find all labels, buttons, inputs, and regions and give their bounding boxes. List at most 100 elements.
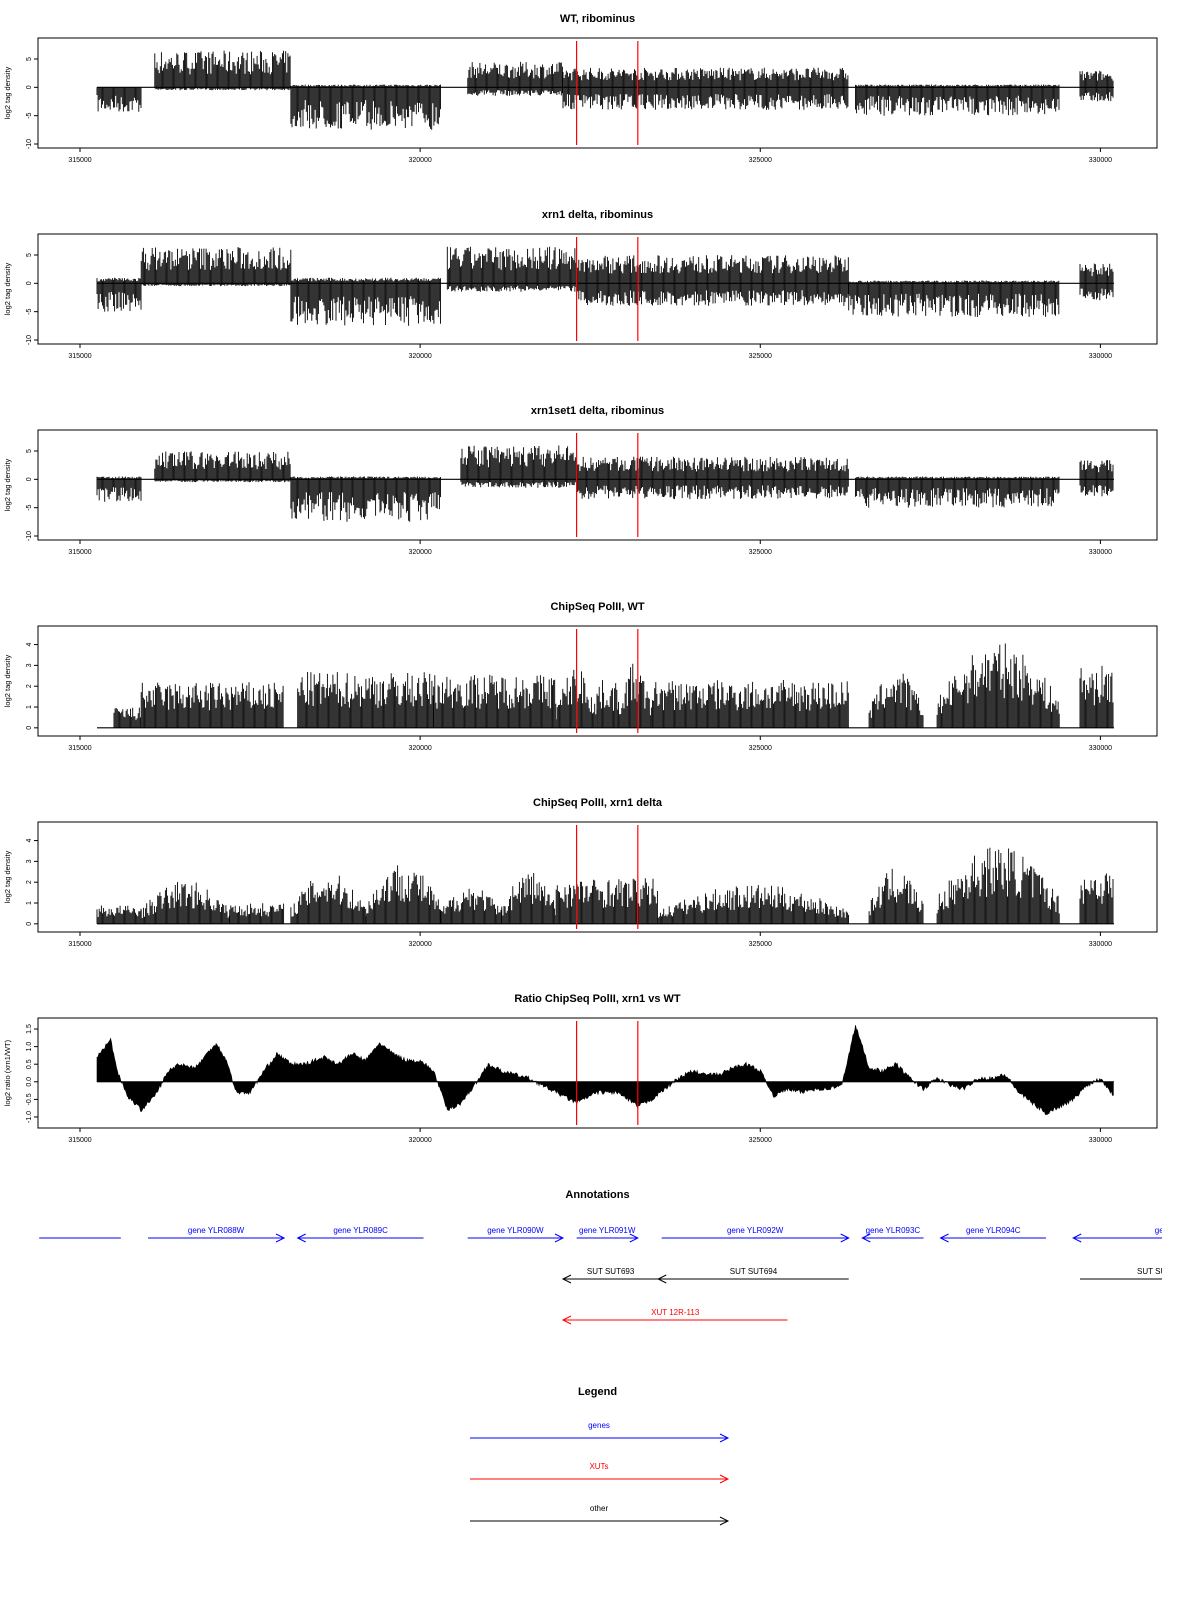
- feature-label: gene YLR088W: [188, 1226, 245, 1235]
- signal-segment: [650, 680, 849, 728]
- y-tick-label: 3: [26, 859, 33, 863]
- signal-bars: [290, 84, 441, 130]
- y-tick-label: -1.0: [26, 1111, 33, 1123]
- y-tick-label: 5: [26, 253, 33, 257]
- y-tick-label: 4: [26, 839, 33, 843]
- ratio-area: [96, 1025, 1114, 1116]
- y-tick-label: -0.5: [26, 1093, 33, 1105]
- panel-title: Ratio ChipSeq PolII, xrn1 vs WT: [514, 993, 681, 1005]
- x-tick-label: 330000: [1089, 745, 1112, 752]
- feature-arrow: [467, 1233, 565, 1243]
- feature-arrow: [561, 1315, 788, 1325]
- signal-bars: [467, 61, 563, 96]
- y-tick-label: 0: [26, 922, 33, 926]
- y-tick-label: 5: [26, 57, 33, 61]
- data-marks: [96, 847, 1114, 925]
- y-tick-label: 2: [26, 684, 33, 688]
- signal-bars: [1079, 70, 1114, 102]
- signal-segment: [290, 875, 367, 924]
- legend-panel: Legend genes XUTs other: [470, 1386, 730, 1526]
- signal-segment: [140, 882, 230, 924]
- data-marks: [96, 1025, 1114, 1116]
- signal-segment: [96, 476, 142, 502]
- x-tick-label: 325000: [749, 157, 772, 164]
- signal-bars: [229, 903, 285, 924]
- data-marks: [96, 246, 1114, 326]
- plot-frame: [37, 821, 1158, 933]
- signal-segment: [868, 673, 924, 728]
- signal-bars: [855, 476, 1060, 508]
- arrowhead-right-icon: [719, 1433, 730, 1443]
- legend-item: other: [470, 1504, 730, 1526]
- feature-label: XUT 12R-113: [651, 1308, 700, 1317]
- signal-bars: [290, 277, 441, 326]
- signal-bars: [154, 451, 291, 483]
- x-tick-label: 320000: [408, 1137, 431, 1144]
- track-panel-1: WT, ribominus -10 -5 0 5 log2 tag density 3150…: [3, 13, 1158, 164]
- x-tick-label: 315000: [68, 157, 91, 164]
- feature-label: gene YLR093C: [866, 1226, 921, 1235]
- x-tick-label: 320000: [408, 941, 431, 948]
- track-panel-5: ChipSeq PolII, xrn1 delta 0 1 2 3 4 log2 tag d…: [3, 797, 1158, 948]
- y-tick-label: -5: [26, 504, 33, 510]
- signal-bars: [1079, 665, 1114, 728]
- legend-label: XUTs: [589, 1462, 608, 1471]
- signal-bars: [113, 707, 141, 728]
- signal-bars: [290, 875, 367, 924]
- y-axis-label: log2 tag density: [3, 262, 12, 315]
- y-tick-label: 0: [26, 85, 33, 89]
- signal-bars: [657, 885, 849, 924]
- x-tick-label: 330000: [1089, 1137, 1112, 1144]
- x-tick-label: 330000: [1089, 353, 1112, 360]
- signal-bars: [848, 280, 1060, 317]
- signal-segment: [96, 87, 142, 112]
- y-tick-label: 2: [26, 880, 33, 884]
- arrowhead-right-icon: [719, 1474, 730, 1484]
- plot-frame: [37, 233, 1158, 345]
- x-tick-label: 315000: [68, 353, 91, 360]
- signal-segment: [1079, 263, 1114, 301]
- signal-segment: [290, 84, 441, 130]
- feature-arrow: [939, 1233, 1046, 1243]
- legend-title: Legend: [578, 1386, 617, 1398]
- legend-arrow: [470, 1474, 730, 1484]
- y-tick-label: -10: [26, 139, 33, 149]
- y-axis-label: log2 tag density: [3, 654, 12, 707]
- signal-segment: [868, 868, 924, 924]
- signal-bars: [868, 673, 924, 728]
- signal-segment: [936, 643, 1060, 728]
- track-panel-3: xrn1set1 delta, ribominus -10 -5 0 5 log2 tag…: [3, 405, 1158, 556]
- signal-segment: [1079, 873, 1114, 924]
- y-tick-label: 0: [26, 726, 33, 730]
- signal-bars: [1079, 873, 1114, 924]
- x-tick-label: 315000: [68, 549, 91, 556]
- annotations-panel: Annotations gene YLR088W gene YLR089C gene …: [39, 1189, 1181, 1325]
- feature-arrow: [661, 1233, 850, 1243]
- signal-bars: [96, 476, 142, 502]
- signal-bars: [140, 682, 284, 728]
- y-axis-label: log2 ratio (xrn1/WT): [3, 1039, 12, 1106]
- y-tick-label: 3: [26, 663, 33, 667]
- legend-label: other: [590, 1504, 609, 1513]
- signal-segment: [140, 247, 292, 287]
- x-tick-label: 330000: [1089, 549, 1112, 556]
- y-tick-label: -5: [26, 308, 33, 314]
- plot-frame: [37, 625, 1158, 737]
- signal-segment: [555, 669, 598, 728]
- feature-arrow: [561, 1274, 659, 1284]
- arrowhead-left-icon: [561, 1315, 572, 1325]
- signal-bars: [140, 247, 292, 287]
- data-marks: [97, 643, 1114, 729]
- signal-bars: [154, 50, 291, 91]
- signal-segment: [616, 663, 651, 728]
- feature-arrow: [296, 1233, 424, 1243]
- signal-segment: [433, 674, 557, 728]
- track-panel-6: Ratio ChipSeq PolII, xrn1 vs WT -1.0 -0.5 0…: [3, 993, 1158, 1144]
- y-tick-label: 1.0: [26, 1042, 33, 1052]
- signal-segment: [440, 888, 502, 924]
- y-tick-label: 0: [26, 281, 33, 285]
- feature-label: gene Y: [1155, 1226, 1181, 1235]
- legend-item: XUTs: [470, 1462, 730, 1484]
- signal-segment: [501, 873, 557, 924]
- y-tick-label: 4: [26, 643, 33, 647]
